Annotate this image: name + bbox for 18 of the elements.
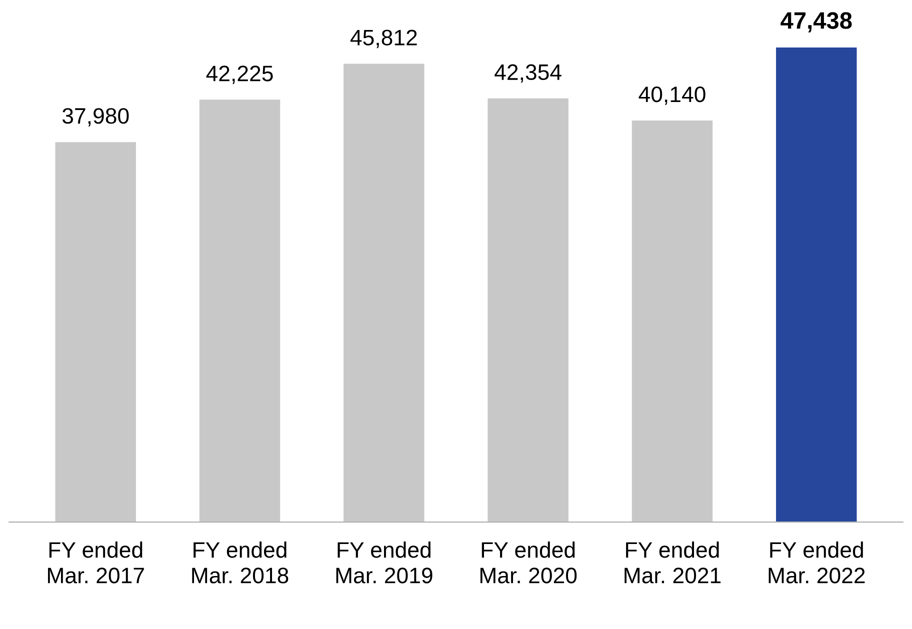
bar — [55, 142, 136, 522]
bar — [488, 98, 568, 522]
data-label: 45,812 — [350, 30, 417, 48]
data-label: 42,225 — [206, 66, 273, 84]
data-label: 40,140 — [638, 86, 706, 105]
data-label: 47,438 — [780, 12, 852, 32]
x-tick-label: FY ended Mar. 2018 — [192, 542, 288, 584]
data-label: 42,354 — [494, 64, 562, 83]
x-tick-label: FY ended Mar. 2019 — [336, 542, 432, 584]
x-tick-label: FY ended Mar. 2017 — [48, 542, 144, 584]
bar — [344, 64, 424, 522]
bar — [776, 47, 857, 522]
bar — [199, 100, 280, 522]
bar — [632, 120, 713, 522]
x-tick-label: FY ended Mar. 2022 — [768, 542, 865, 584]
x-tick-label: FY ended Mar. 2020 — [480, 542, 577, 584]
data-label: 37,980 — [62, 108, 129, 126]
x-tick-label: FY ended Mar. 2021 — [624, 542, 721, 584]
